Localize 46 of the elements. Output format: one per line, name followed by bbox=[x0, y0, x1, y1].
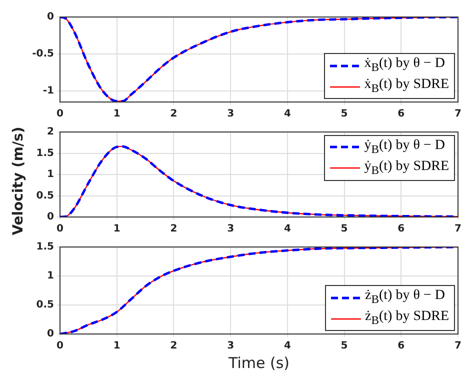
x-tick-label: 0 bbox=[56, 340, 64, 352]
y-tick-label: 0.5 bbox=[36, 300, 54, 311]
x-tick-label: 2 bbox=[170, 108, 178, 120]
y-tick-label: 1.5 bbox=[36, 242, 54, 253]
x-tick-label: 6 bbox=[398, 340, 405, 352]
y-tick-label: 0 bbox=[47, 12, 54, 23]
x-tick-label: 4 bbox=[284, 108, 291, 120]
x-tick-label: 1 bbox=[113, 340, 120, 352]
line-series bbox=[60, 247, 458, 334]
legend-label: ẋ$_{B}$(t) by SDRE bbox=[364, 76, 449, 97]
legend-label: ż$_{B}$(t) by θ − D bbox=[365, 287, 445, 308]
x-tick-label: 7 bbox=[454, 108, 462, 120]
x-tick-label: 1 bbox=[113, 108, 120, 120]
x-tick-label: 1 bbox=[113, 224, 120, 235]
y-axis-title: Velocity (m/s) bbox=[10, 126, 26, 235]
x-tick-label: 6 bbox=[398, 224, 405, 235]
y-tick-label: 0 bbox=[47, 212, 54, 223]
x-tick-label: 3 bbox=[227, 108, 234, 120]
y-tick-label: -1 bbox=[42, 86, 54, 97]
x-tick-label: 7 bbox=[454, 224, 462, 235]
legend-label: ż$_{B}$(t) by SDRE bbox=[365, 308, 449, 329]
x-tick-label: 5 bbox=[340, 340, 348, 352]
y-tick-label: 0.5 bbox=[36, 190, 54, 202]
x-tick-label: 2 bbox=[170, 224, 178, 235]
legend-label: ẏ$_{B}$(t) by θ − D bbox=[364, 137, 445, 158]
x-tick-label: 0 bbox=[56, 108, 64, 120]
x-tick-label: 2 bbox=[170, 340, 178, 352]
y-tick-label: 1 bbox=[47, 169, 54, 180]
y-tick-label: 0 bbox=[47, 328, 54, 340]
y-tick-label: 2 bbox=[47, 126, 54, 138]
x-tick-label: 3 bbox=[227, 224, 234, 235]
x-tick-label: 4 bbox=[284, 340, 291, 352]
x-axis-title: Time (s) bbox=[228, 354, 290, 372]
line-series bbox=[60, 17, 458, 102]
legend-label: ẋ$_{B}$(t) by θ − D bbox=[364, 55, 445, 76]
y-tick-label: 1.5 bbox=[36, 148, 54, 159]
x-tick-label: 7 bbox=[454, 340, 462, 352]
x-tick-label: 5 bbox=[340, 108, 348, 120]
x-tick-label: 0 bbox=[56, 224, 64, 235]
x-tick-label: 4 bbox=[284, 224, 291, 235]
x-tick-label: 6 bbox=[398, 108, 405, 120]
x-tick-label: 3 bbox=[227, 340, 234, 352]
legend-label: ẏ$_{B}$(t) by SDRE bbox=[364, 158, 449, 179]
x-tick-label: 5 bbox=[340, 224, 348, 235]
y-tick-label: 1 bbox=[47, 270, 54, 282]
y-tick-label: -0.5 bbox=[32, 48, 54, 60]
